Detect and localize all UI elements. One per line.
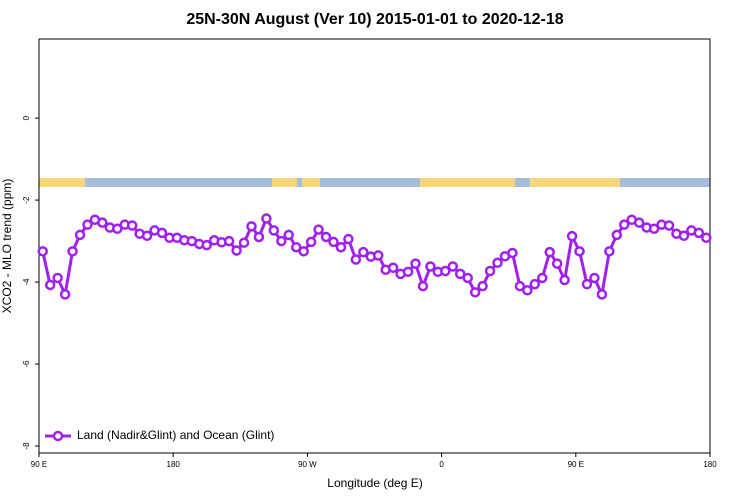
point — [514, 280, 526, 292]
point — [454, 268, 466, 280]
point — [410, 258, 421, 269]
land-ocean-strip — [39, 178, 710, 187]
point — [253, 231, 265, 243]
x-tick-label: 90 E — [31, 460, 47, 469]
point — [566, 230, 578, 242]
y-tick-label: -4 — [22, 278, 31, 286]
point — [126, 220, 138, 231]
legend-marker — [52, 430, 64, 442]
chart-title: 25N-30N August (Ver 10) 2015-01-01 to 20… — [186, 11, 563, 28]
y-tick-label: -8 — [22, 442, 31, 450]
point — [37, 246, 48, 257]
point — [313, 224, 324, 235]
point — [604, 246, 615, 257]
point — [693, 227, 705, 239]
y-tick-label: -2 — [22, 196, 31, 204]
point — [477, 280, 488, 292]
point — [112, 223, 123, 235]
point — [581, 278, 593, 290]
point — [201, 239, 212, 251]
point — [141, 230, 153, 242]
point — [246, 221, 257, 232]
point — [447, 261, 459, 272]
x-tick-label: 180 — [703, 460, 717, 469]
point — [507, 247, 518, 259]
point — [231, 245, 242, 256]
point — [74, 229, 86, 241]
point — [335, 241, 347, 253]
point — [596, 289, 608, 300]
point — [462, 272, 473, 284]
point — [633, 217, 645, 228]
x-tick-label: 0 — [439, 460, 444, 469]
point — [574, 246, 585, 257]
x-tick-label: 180 — [167, 460, 181, 469]
point — [537, 272, 548, 284]
x-axis-label: Longitude (deg E) — [327, 476, 422, 490]
point — [663, 220, 675, 231]
point — [544, 246, 555, 258]
point — [67, 246, 78, 257]
point — [440, 265, 451, 277]
point — [417, 280, 429, 292]
x-tick-label: 90 E — [568, 460, 584, 469]
point — [469, 287, 481, 298]
point — [283, 229, 295, 241]
point — [268, 225, 280, 236]
point — [328, 236, 339, 248]
y-tick-label: 0 — [22, 115, 31, 120]
point — [52, 272, 63, 284]
point — [701, 232, 712, 244]
legend-label: Land (Nadir&Glint) and Ocean (Glint) — [77, 428, 274, 442]
point — [276, 235, 287, 247]
point — [611, 229, 623, 241]
point — [238, 237, 250, 248]
point — [298, 246, 309, 257]
point — [358, 246, 369, 258]
point — [350, 254, 362, 265]
point — [619, 219, 630, 230]
point — [387, 262, 399, 273]
point — [484, 265, 496, 277]
point — [223, 235, 235, 247]
point — [305, 236, 317, 248]
point — [372, 250, 384, 261]
y-tick-label: -6 — [22, 360, 31, 368]
plot-frame — [38, 38, 711, 454]
point — [559, 274, 570, 286]
point — [492, 257, 503, 269]
point — [551, 258, 563, 269]
point — [343, 233, 354, 245]
point — [529, 278, 541, 290]
point — [402, 266, 414, 278]
point — [97, 217, 108, 228]
point — [156, 227, 168, 239]
x-tick-label: 90 W — [298, 460, 317, 469]
point — [320, 231, 332, 243]
point — [678, 230, 690, 242]
point — [290, 241, 302, 253]
point — [648, 223, 660, 235]
point — [589, 272, 600, 284]
point — [82, 219, 93, 230]
point — [59, 289, 71, 300]
y-axis-label: XCO2 - MLO trend (ppm) — [0, 179, 14, 314]
point — [522, 285, 533, 296]
point — [425, 261, 436, 272]
point — [261, 213, 272, 224]
point — [44, 279, 56, 291]
